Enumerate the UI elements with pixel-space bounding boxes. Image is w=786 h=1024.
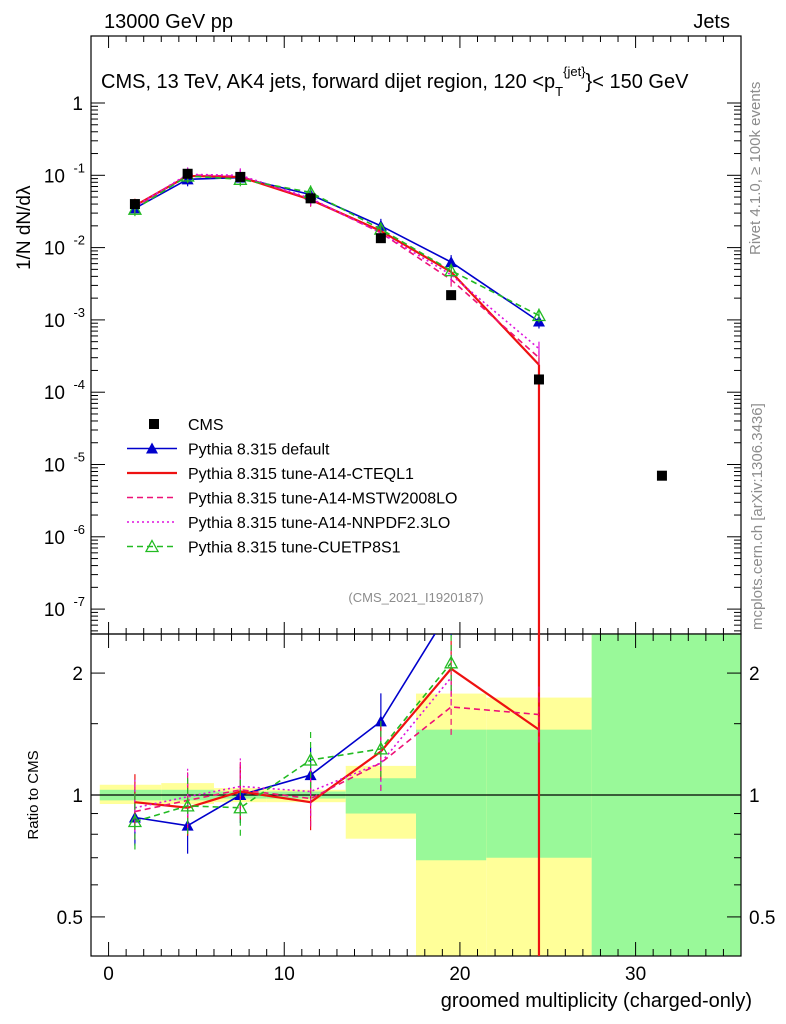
series-point: [531, 308, 547, 322]
plot-title-sub: T: [555, 84, 563, 99]
y-tick-exponent: -6: [73, 522, 85, 537]
y-tick-label: 2: [72, 664, 83, 685]
series-line: [134, 175, 540, 317]
legend-label: Pythia 8.315 tune-A14-CTEQL1: [188, 466, 414, 483]
legend: CMS Pythia 8.315 default Pythia 8.315 tune…: [127, 417, 457, 557]
legend-entry: Pythia 8.315 tune-A14-CTEQL1: [127, 466, 414, 483]
ratio-line: [134, 634, 436, 827]
y-tick-label-right: 2: [749, 664, 760, 685]
legend-marker: [146, 442, 158, 454]
y-tick-exponent: -2: [73, 233, 85, 248]
data-point: [129, 199, 140, 210]
y-tick-label: 10: [44, 528, 65, 549]
legend-entry: CMS: [149, 417, 224, 434]
ratio-point: [444, 655, 459, 669]
legend-label: Pythia 8.315 tune-A14-MSTW2008LO: [188, 491, 457, 508]
upper-axis-ticks: 1 10 -1 10 -2 10 -3 10 -4 10 -5 10 -6 10 -7: [44, 36, 742, 634]
ratio-point: [233, 800, 248, 814]
x-tick-label: 0: [103, 964, 114, 985]
y-tick-exponent: -7: [73, 594, 85, 609]
ratio-series-group: [127, 634, 540, 854]
y-tick-label: 10: [44, 239, 65, 260]
header-right: Jets: [693, 11, 730, 33]
legend-entry: Pythia 8.315 tune-CUETP8S1: [127, 539, 401, 557]
y-tick-label: 10: [44, 311, 65, 332]
legend-label: Pythia 8.315 tune-A14-NNPDF2.3LO: [188, 515, 450, 532]
upper-y-label-text: 1/N dN/dλ: [14, 185, 35, 270]
mcplots-credit: mcplots.cern.ch [arXiv:1306.3436]: [749, 403, 766, 630]
ratio-line: [134, 662, 452, 823]
ratio-axis-ticks: 0 10 20 30 0.5 0.5 1 1 2 2: [57, 634, 775, 985]
legend-swatch: [149, 419, 159, 429]
plot-title-sup: {jet}: [563, 64, 586, 79]
upper-y-label: 1/N dN/dλ: [14, 185, 35, 270]
y-tick-label: 10: [44, 166, 65, 187]
y-tick-exponent: -5: [73, 450, 85, 465]
data-point: [656, 470, 667, 481]
data-point: [375, 233, 386, 244]
y-tick-label: 10: [44, 383, 65, 404]
legend-marker: [144, 539, 160, 553]
x-tick-label: 10: [274, 964, 295, 985]
y-tick-label: 1: [72, 94, 83, 115]
ratio-point: [127, 814, 143, 828]
y-tick-label: 0.5: [57, 908, 83, 929]
x-axis-label: groomed multiplicity (charged-only): [441, 990, 752, 1012]
y-tick-label: 10: [44, 600, 65, 621]
ratio-point: [303, 752, 318, 766]
ratio-point: [180, 798, 195, 812]
plot-title-main: CMS, 13 TeV, AK4 jets, forward dijet reg…: [101, 71, 555, 93]
data-point: [533, 374, 544, 385]
upper-plot-marks: [127, 167, 667, 956]
series-line: [134, 174, 540, 366]
x-tick-label: 20: [449, 964, 470, 985]
data-point: [235, 171, 246, 182]
y-tick-label: 1: [72, 786, 83, 807]
ratio-plot-marks: [127, 634, 540, 854]
legend-entry: Pythia 8.315 tune-A14-MSTW2008LO: [127, 491, 457, 508]
y-tick-label-right: 1: [749, 786, 760, 807]
y-tick-label: 10: [44, 456, 65, 477]
plot-title-end: }< 150 GeV: [586, 71, 690, 93]
legend-label: CMS: [188, 417, 224, 434]
legend-label: Pythia 8.315 tune-CUETP8S1: [188, 540, 401, 557]
legend-entry: Pythia 8.315 default: [127, 442, 330, 459]
header-left: 13000 GeV pp: [104, 11, 233, 33]
plot-title: CMS, 13 TeV, AK4 jets, forward dijet reg…: [101, 64, 689, 99]
ratio-y-label: Ratio to CMS: [25, 750, 42, 839]
y-tick-exponent: -1: [73, 160, 85, 175]
data-point: [305, 193, 316, 204]
data-point: [182, 168, 193, 179]
series-line: [134, 174, 540, 359]
band-1sigma: [345, 778, 416, 814]
rivet-version: Rivet 4.1.0, ≥ 100k events: [747, 82, 764, 255]
legend-label: Pythia 8.315 default: [188, 442, 330, 459]
legend-entry: Pythia 8.315 tune-A14-NNPDF2.3LO: [127, 515, 450, 532]
y-tick-exponent: -4: [73, 377, 85, 392]
y-tick-label-right: 0.5: [749, 908, 775, 929]
analysis-id: (CMS_2021_I1920187): [348, 590, 483, 605]
series-point: [444, 263, 459, 277]
data-point: [446, 290, 457, 301]
x-tick-label: 30: [625, 964, 646, 985]
ratio-point: [373, 741, 388, 755]
y-tick-exponent: -3: [73, 305, 85, 320]
series-line: [134, 173, 540, 350]
series-point: [445, 256, 458, 268]
